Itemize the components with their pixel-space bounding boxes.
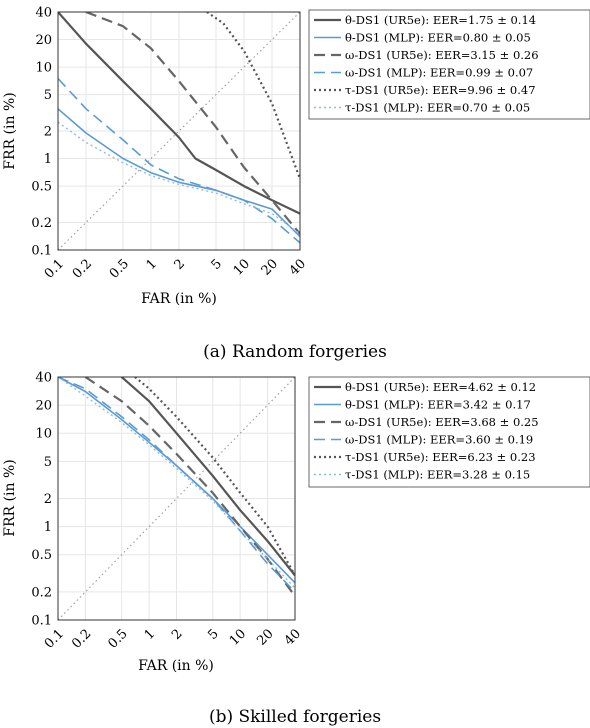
series-line-1	[120, 377, 295, 577]
x-tick-label: 10	[231, 256, 253, 278]
series-line-6	[58, 121, 300, 235]
y-tick-label: 0.5	[31, 180, 52, 195]
legend-box	[308, 376, 590, 488]
y-tick-label: 40	[35, 6, 52, 21]
x-axis-label: FAR (in %)	[141, 291, 217, 307]
y-tick-label: 10	[35, 61, 52, 76]
legend-entry-5: τ-DS1 (UR5e): EER=9.96 ± 0.47	[345, 83, 536, 97]
series-line-5	[206, 12, 300, 180]
x-tick-label: 10	[227, 626, 249, 648]
legend-entry-1: θ-DS1 (UR5e): EER=1.75 ± 0.14	[345, 13, 536, 27]
series-line-1	[58, 12, 300, 215]
x-tick-label: 0.5	[105, 626, 130, 651]
y-tick-label: 20	[35, 33, 52, 48]
y-axis-label: FRR (in %)	[2, 92, 18, 169]
y-tick-label: 0.5	[31, 548, 52, 563]
legend: θ-DS1 (UR5e): EER=1.75 ± 0.14 θ-DS1 (MLP)…	[308, 9, 590, 120]
legend-entry-5: τ-DS1 (UR5e): EER=6.23 ± 0.23	[345, 450, 536, 464]
x-tick-label: 5	[205, 626, 221, 642]
x-tick-label: 0.5	[107, 256, 132, 281]
y-tick-label: 0.2	[31, 216, 52, 231]
y-tick-label: 1	[44, 152, 52, 167]
series-line-2	[58, 377, 295, 584]
x-tick-label: 0.1	[42, 256, 67, 281]
series-line-3	[84, 377, 295, 597]
x-axis-label: FAR (in %)	[138, 658, 214, 674]
legend-entry-6: τ-DS1 (MLP): EER=3.28 ± 0.15	[345, 468, 530, 482]
y-tick-label: 5	[44, 455, 52, 470]
series-line-3	[85, 12, 300, 235]
x-tick-label: 40	[282, 626, 304, 648]
series-line-5	[134, 377, 295, 576]
y-tick-label: 2	[44, 492, 52, 507]
y-tick-label: 2	[44, 125, 52, 140]
legend-entry-3: ω-DS1 (UR5e): EER=3.15 ± 0.26	[345, 48, 539, 62]
legend: θ-DS1 (UR5e): EER=4.62 ± 0.12 θ-DS1 (MLP)…	[308, 376, 590, 488]
y-tick-label: 0.2	[31, 585, 52, 600]
x-tick-label: 5	[209, 256, 225, 272]
x-tick-label: 2	[172, 256, 188, 272]
legend-entry-6: τ-DS1 (MLP): EER=0.70 ± 0.05	[345, 101, 530, 115]
legend-entry-4: ω-DS1 (MLP): EER=3.60 ± 0.19	[345, 433, 533, 447]
x-tick-label: 0.1	[42, 626, 67, 651]
x-tick-label: 20	[259, 256, 281, 278]
x-tick-label: 2	[169, 626, 185, 642]
series-line-6	[58, 377, 295, 589]
series-line-4	[58, 77, 300, 244]
legend-entry-4: ω-DS1 (MLP): EER=0.99 ± 0.07	[345, 66, 533, 80]
legend-box	[308, 9, 590, 120]
legend-entry-1: θ-DS1 (UR5e): EER=4.62 ± 0.12	[345, 380, 536, 394]
legend-entry-2: θ-DS1 (MLP): EER=3.42 ± 0.17	[345, 398, 531, 412]
x-tick-label: 0.2	[70, 256, 95, 281]
y-tick-label: 0.1	[31, 614, 52, 629]
x-tick-label: 40	[287, 256, 309, 278]
y-tick-label: 10	[35, 427, 52, 442]
legend-entry-3: ω-DS1 (UR5e): EER=3.68 ± 0.25	[345, 415, 539, 429]
y-tick-label: 1	[44, 520, 52, 535]
plot-frame	[57, 376, 296, 621]
legend-entry-2: θ-DS1 (MLP): EER=0.80 ± 0.05	[345, 31, 531, 45]
y-tick-label: 5	[44, 88, 52, 103]
x-tick-label: 1	[142, 626, 158, 642]
y-tick-label: 40	[35, 371, 52, 386]
caption-skilled-forgeries: (b) Skilled forgeries	[209, 707, 381, 727]
x-tick-label: 1	[144, 256, 160, 272]
y-tick-label: 20	[35, 399, 52, 414]
caption-random-forgeries: (a) Random forgeries	[203, 342, 387, 362]
series-line-2	[58, 108, 300, 238]
y-tick-label: 0.1	[31, 244, 52, 259]
x-tick-label: 20	[254, 626, 276, 648]
y-axis-label: FRR (in %)	[2, 459, 18, 536]
x-tick-label: 0.2	[69, 626, 94, 651]
plot-frame	[57, 11, 301, 251]
